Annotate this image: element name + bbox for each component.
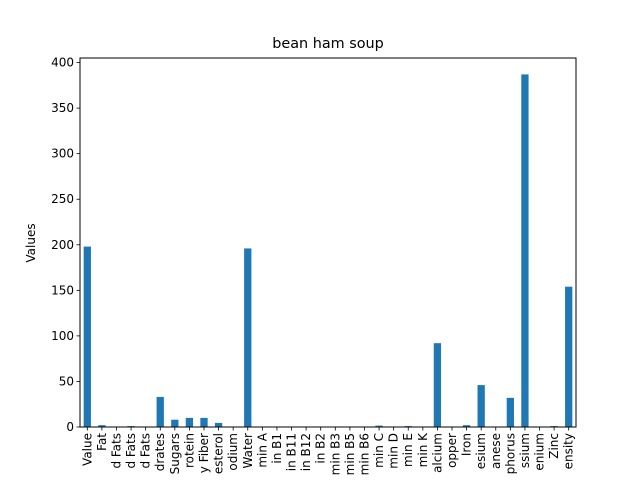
- x-tick-label: min B5: [343, 433, 357, 475]
- bar-7: [185, 417, 194, 427]
- x-tick-label: min D: [387, 433, 401, 469]
- x-tick-label: Fat: [95, 433, 109, 451]
- x-tick-label: in B1: [270, 433, 284, 464]
- bar-8: [200, 417, 208, 427]
- x-tick-label: Water: [241, 433, 255, 469]
- x-tick-label: in B12: [299, 433, 313, 471]
- y-tick-label: 400: [51, 56, 74, 70]
- y-tick-label: 350: [51, 101, 74, 115]
- y-tick-label: 300: [51, 147, 74, 161]
- y-axis-label: Values: [24, 223, 38, 262]
- x-tick-label: rotein: [182, 433, 196, 468]
- x-tick-label: y Fiber: [197, 433, 211, 473]
- x-tick-label: alcium: [430, 433, 444, 473]
- y-tick-label: 50: [59, 374, 74, 388]
- bar-29: [506, 397, 514, 427]
- bar-9: [214, 422, 223, 427]
- x-tick-label: phorus: [503, 433, 517, 474]
- bar-5: [156, 396, 164, 427]
- y-tick-label: 150: [51, 283, 74, 297]
- x-tick-label: Sugars: [168, 433, 182, 474]
- bar-1: [98, 425, 106, 427]
- y-axis-ticks: 0 50 100 150 200 250 300 350 400: [51, 56, 80, 434]
- y-tick-label: 0: [66, 420, 74, 434]
- x-tick-label: in B2: [314, 433, 328, 464]
- plot-frame: [79, 57, 577, 428]
- x-tick-label: min K: [416, 432, 430, 467]
- x-tick-label: min C: [372, 433, 386, 468]
- x-tick-label: min B6: [357, 433, 371, 475]
- x-tick-label: anese: [489, 433, 503, 469]
- x-tick-label: ensity: [562, 433, 576, 469]
- x-tick-label: min A: [255, 432, 269, 467]
- bar-33: [565, 286, 573, 427]
- bar-0: [83, 246, 91, 427]
- x-tick-label: opper: [445, 433, 459, 468]
- bars-group: [83, 74, 573, 428]
- bar-24: [433, 343, 442, 427]
- x-tick-label: drates: [153, 433, 167, 471]
- x-tick-label: esium: [474, 433, 488, 469]
- x-tick-label: enium: [533, 433, 547, 471]
- bar-20: [375, 425, 383, 427]
- y-tick-label: 200: [51, 238, 74, 252]
- x-tick-label: ssium: [518, 433, 532, 468]
- bar-30: [521, 74, 529, 428]
- x-tick-label: d Fats: [109, 433, 123, 469]
- x-tick-label: d Fats: [124, 433, 138, 469]
- chart-title: bean ham soup: [272, 36, 384, 52]
- bar-26: [462, 425, 471, 427]
- x-tick-label: Zinc: [547, 433, 561, 459]
- x-tick-label: odium: [226, 433, 240, 471]
- bar-27: [477, 385, 485, 427]
- bar-11: [244, 248, 252, 427]
- x-tick-label: esterol: [212, 433, 226, 474]
- x-tick-label: min B3: [328, 433, 342, 475]
- bar-6: [171, 419, 179, 427]
- x-axis-ticks: Value Fat d Fats d Fats d Fats drates Sugars ro…: [80, 427, 576, 475]
- x-tick-label: in B11: [285, 433, 299, 471]
- y-tick-label: 100: [51, 329, 74, 343]
- x-tick-label: Iron: [460, 433, 474, 456]
- x-tick-label: min E: [401, 433, 415, 467]
- y-tick-label: 250: [51, 192, 74, 206]
- x-tick-label: d Fats: [139, 433, 153, 469]
- x-tick-label: Value: [80, 433, 94, 466]
